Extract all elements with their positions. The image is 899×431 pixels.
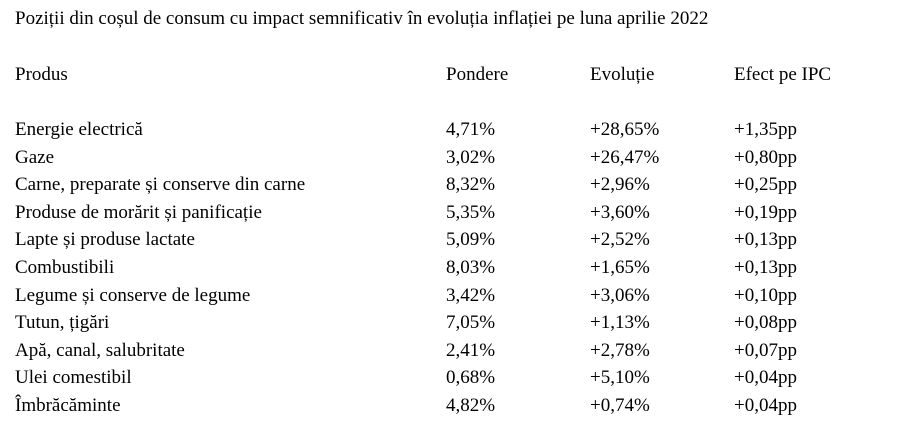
table-row: Produse de morărit și panificație 5,35% +3… bbox=[0, 201, 899, 225]
table-row: Legume și conserve de legume 3,42% +3,06% +… bbox=[0, 284, 899, 308]
table-row: Gaze 3,02% +26,47% +0,80pp bbox=[0, 146, 899, 170]
efect-ipc-cell: +0,13pp bbox=[734, 257, 797, 278]
produs-cell: Legume și conserve de legume bbox=[15, 285, 251, 306]
evolutie-cell: +26,47% bbox=[590, 147, 660, 168]
evolutie-cell: +2,96% bbox=[590, 174, 650, 195]
pondere-cell: 3,42% bbox=[446, 285, 496, 306]
produs-cell: Carne, preparate și conserve din carne bbox=[15, 174, 306, 195]
evolutie-cell: +0,74% bbox=[590, 395, 650, 416]
efect-ipc-cell: +1,35pp bbox=[734, 119, 797, 140]
table-header-row: Produs Pondere Evoluție Efect pe IPC bbox=[0, 63, 899, 87]
produs-cell: Combustibili bbox=[15, 257, 115, 278]
evolutie-cell: +1,13% bbox=[590, 312, 650, 333]
efect-ipc-cell: +0,07pp bbox=[734, 340, 797, 361]
efect-ipc-cell: +0,08pp bbox=[734, 312, 797, 333]
efect-ipc-cell: +0,04pp bbox=[734, 367, 797, 388]
evolutie-cell: +2,52% bbox=[590, 229, 650, 250]
pondere-cell: 5,09% bbox=[446, 229, 496, 250]
pondere-cell: 8,03% bbox=[446, 257, 496, 278]
pondere-cell: 5,35% bbox=[446, 202, 496, 223]
evolutie-cell: +1,65% bbox=[590, 257, 650, 278]
produs-cell: Gaze bbox=[15, 147, 55, 168]
table-row: Combustibili 8,03% +1,65% +0,13pp bbox=[0, 256, 899, 280]
pondere-cell: 3,02% bbox=[446, 147, 496, 168]
table-row: Ulei comestibil 0,68% +5,10% +0,04pp bbox=[0, 366, 899, 390]
table-row: Îmbrăcăminte 4,82% +0,74% +0,04pp bbox=[0, 394, 899, 418]
header-efect-ipc: Efect pe IPC bbox=[734, 64, 832, 85]
pondere-cell: 8,32% bbox=[446, 174, 496, 195]
evolutie-cell: +28,65% bbox=[590, 119, 660, 140]
pondere-cell: 2,41% bbox=[446, 340, 496, 361]
evolutie-cell: +5,10% bbox=[590, 367, 650, 388]
table-row: Apă, canal, salubritate 2,41% +2,78% +0,07p… bbox=[0, 339, 899, 363]
produs-cell: Tutun, țigări bbox=[15, 312, 110, 333]
header-evolutie: Evoluție bbox=[590, 64, 655, 85]
produs-cell: Lapte și produse lactate bbox=[15, 229, 195, 250]
efect-ipc-cell: +0,80pp bbox=[734, 147, 797, 168]
pondere-cell: 4,82% bbox=[446, 395, 496, 416]
produs-cell: Ulei comestibil bbox=[15, 367, 132, 388]
produs-cell: Energie electrică bbox=[15, 119, 143, 140]
pondere-cell: 0,68% bbox=[446, 367, 496, 388]
evolutie-cell: +2,78% bbox=[590, 340, 650, 361]
evolutie-cell: +3,60% bbox=[590, 202, 650, 223]
pondere-cell: 7,05% bbox=[446, 312, 496, 333]
table-row: Lapte și produse lactate 5,09% +2,52% +0,13… bbox=[0, 228, 899, 252]
table-row: Tutun, țigări 7,05% +1,13% +0,08pp bbox=[0, 311, 899, 335]
evolutie-cell: +3,06% bbox=[590, 285, 650, 306]
produs-cell: Îmbrăcăminte bbox=[15, 395, 121, 416]
efect-ipc-cell: +0,10pp bbox=[734, 285, 797, 306]
table-row: Carne, preparate și conserve din carne 8,… bbox=[0, 173, 899, 197]
efect-ipc-cell: +0,19pp bbox=[734, 202, 797, 223]
pondere-cell: 4,71% bbox=[446, 119, 496, 140]
header-produs: Produs bbox=[15, 64, 68, 85]
header-pondere: Pondere bbox=[446, 64, 509, 85]
efect-ipc-cell: +0,13pp bbox=[734, 229, 797, 250]
document-title: Poziții din coșul de consum cu impact se… bbox=[15, 8, 709, 29]
efect-ipc-cell: +0,25pp bbox=[734, 174, 797, 195]
efect-ipc-cell: +0,04pp bbox=[734, 395, 797, 416]
produs-cell: Apă, canal, salubritate bbox=[15, 340, 185, 361]
table-row: Energie electrică 4,71% +28,65% +1,35pp bbox=[0, 118, 899, 142]
produs-cell: Produse de morărit și panificație bbox=[15, 202, 262, 223]
